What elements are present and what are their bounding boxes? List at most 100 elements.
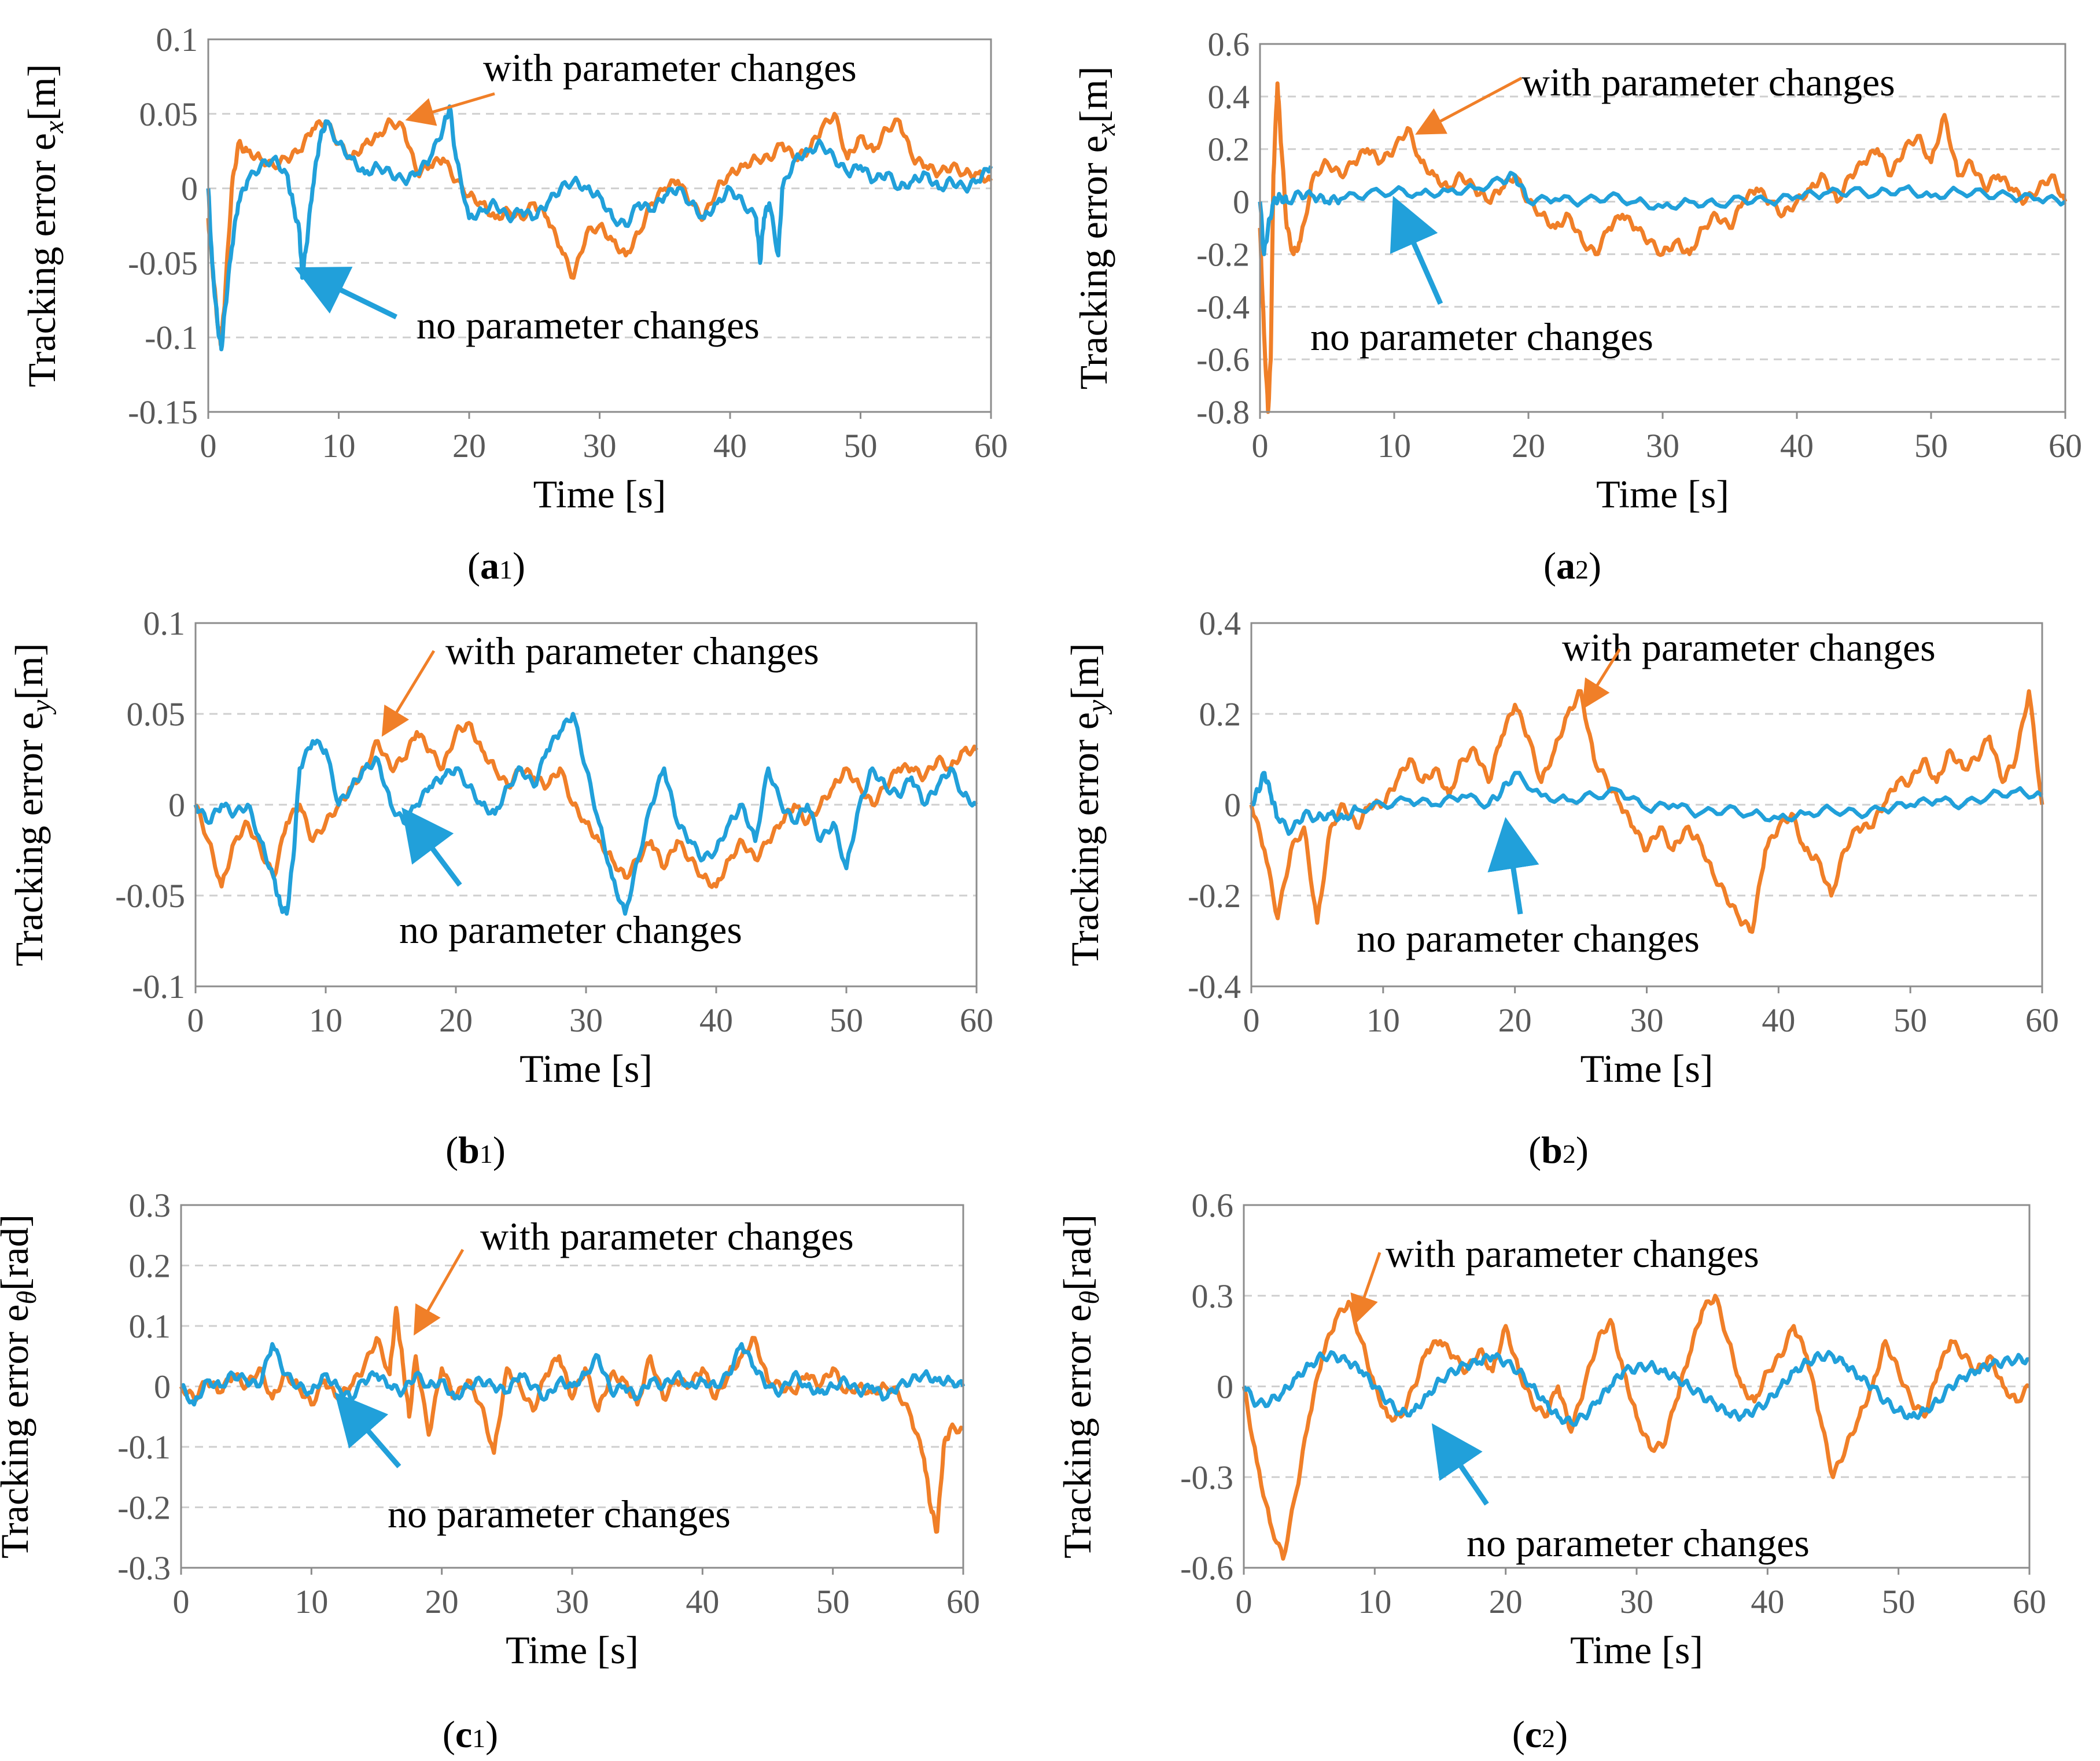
panel-open: ( (445, 1129, 458, 1171)
y-tick-label-c1-4: -0.1 (117, 1428, 171, 1466)
y-axis-title-b1: Tracking error ey[m] (7, 643, 57, 967)
y-axis-title-b2: Tracking error ey[m] (1063, 643, 1112, 967)
arrow-no-b2 (1487, 817, 1539, 915)
x-tick-label-a2-1: 10 (1377, 427, 1411, 465)
y-tick-label-c1-6: -0.3 (117, 1549, 171, 1587)
y-tick-label-a1-5: -0.15 (128, 393, 198, 431)
y-tick-label-c1-2: 0.1 (129, 1307, 171, 1345)
annotation-with-a2: with parameter changes (1521, 60, 1895, 104)
x-tick-label-a1-6: 60 (974, 427, 1008, 465)
annotation-with-b1: with parameter changes (445, 629, 819, 673)
chart-c2: 0 10 20 30 40 50 60 0.6 0.3 0 -0.3 -0.6 Time [s] Trac… (1055, 1187, 2046, 1756)
y-tick-label-a1-3: -0.05 (128, 244, 198, 282)
x-axis-title-c2: Time [s] (1570, 1628, 1703, 1672)
y-axis-title-c2: Tracking error eθ[rad] (1055, 1214, 1105, 1559)
y-tick-label-b2-3: -0.2 (1188, 877, 1241, 915)
y-title-main: Tracking error e (1063, 712, 1107, 966)
y-tick-label-c1-5: -0.2 (117, 1489, 171, 1527)
panel-open: ( (1543, 545, 1556, 587)
x-tick-label-b2-1: 10 (1366, 1001, 1400, 1039)
x-tick-label-b1-0: 0 (187, 1001, 204, 1039)
annotation-with-b2: with parameter changes (1562, 625, 1936, 669)
panel-open: ( (1512, 1714, 1525, 1756)
y-tick-label-a2-1: 0.4 (1208, 78, 1250, 116)
y-tick-label-c2-3: -0.3 (1180, 1458, 1233, 1496)
panel-sub: 1 (472, 1723, 485, 1753)
x-axis-title-a1: Time [s] (533, 472, 666, 516)
x-tick-label-b1-2: 20 (439, 1001, 473, 1039)
y-tick-label-b1-2: 0 (168, 786, 185, 824)
y-tick-label-b1-4: -0.1 (132, 968, 185, 1005)
line-no-parameter-changes-c1 (180, 1342, 966, 1407)
x-tick-label-a2-2: 20 (1512, 427, 1545, 465)
line-with-parameter-changes-a1 (206, 112, 993, 347)
x-axis-title-b1: Time [s] (520, 1047, 653, 1091)
line-with-parameter-changes-a2 (1258, 81, 2068, 414)
annotation-no-a2: no parameter changes (1310, 315, 1653, 359)
y-tick-label-c2-4: -0.6 (1180, 1549, 1233, 1587)
chart-a2: 0 10 20 30 40 50 60 0.6 0.4 0.2 0 -0.2 -0.4 -0.6 -0.8 T… (1071, 25, 2082, 587)
panel-letter: b (458, 1129, 480, 1171)
line-no-parameter-changes-a2 (1258, 171, 2066, 256)
y-tick-label-b1-0: 0.1 (143, 605, 186, 642)
panel-label-b1: (b1) (445, 1129, 506, 1171)
line-no-parameter-changes-b1 (193, 712, 978, 916)
panel-close: ) (1576, 1129, 1589, 1171)
panel-close: ) (1589, 545, 1601, 587)
panel-label-c1: (c1) (443, 1714, 498, 1756)
line-with-parameter-changes-b1 (194, 721, 979, 889)
x-tick-label-c1-1: 10 (294, 1583, 328, 1620)
x-tick-label-b2-2: 20 (1498, 1001, 1532, 1039)
arrow-no-c1 (334, 1392, 401, 1468)
arrow-no-a1 (294, 267, 397, 320)
x-tick-label-c2-3: 30 (1620, 1583, 1653, 1620)
line-no-parameter-changes-a1 (206, 104, 993, 352)
arrow-no-b1 (401, 807, 462, 887)
y-tick-label-c1-3: 0 (154, 1368, 171, 1406)
y-title-sub: θ (12, 1291, 42, 1305)
x-tick-label-a1-5: 50 (844, 427, 878, 465)
y-tick-label-b1-3: -0.05 (115, 877, 185, 915)
y-title-unit: [m] (1063, 643, 1107, 700)
arrow-with-b1 (381, 650, 436, 737)
x-tick-label-a1-2: 20 (452, 427, 486, 465)
x-tick-label-a2-3: 30 (1646, 427, 1679, 465)
panel-open: ( (1528, 1129, 1541, 1171)
x-tick-label-b1-5: 50 (830, 1001, 863, 1039)
panel-close: ) (1555, 1714, 1568, 1756)
x-tick-label-a2-0: 0 (1252, 427, 1269, 465)
panel-letter: c (455, 1714, 472, 1756)
x-tick-label-a1-4: 40 (713, 427, 747, 465)
x-tick-label-a2-5: 50 (1914, 427, 1948, 465)
x-tick-label-a1-0: 0 (200, 427, 217, 465)
annotation-with-c1: with parameter changes (480, 1214, 854, 1258)
y-title-main: Tracking error e (0, 1305, 36, 1559)
y-title-sub: y (1082, 699, 1112, 715)
panel-label-b2: (b2) (1528, 1129, 1589, 1171)
arrow-no-c2 (1431, 1423, 1489, 1506)
line-no-parameter-changes-c2 (1242, 1350, 2030, 1427)
x-tick-label-c2-5: 50 (1882, 1583, 1915, 1620)
x-tick-label-c1-6: 60 (946, 1583, 980, 1620)
y-tick-label-a1-2: 0 (181, 170, 198, 208)
y-axis-title-c1: Tracking error eθ[rad] (0, 1214, 42, 1559)
y-tick-label-b2-4: -0.4 (1188, 968, 1241, 1005)
x-tick-label-c2-6: 60 (2013, 1583, 2046, 1620)
arrow-with-c1 (414, 1248, 465, 1336)
annotation-no-b1: no parameter changes (399, 908, 742, 952)
y-title-sub: x (39, 121, 69, 134)
y-axis-title-a2: Tracking error ex[m] (1071, 67, 1121, 390)
arrow-with-b2 (1582, 648, 1622, 710)
y-tick-label-b2-2: 0 (1224, 786, 1241, 824)
y-title-sub: x (1090, 123, 1121, 136)
chart-b1: 0 10 20 30 40 50 60 0.1 0.05 0 -0.05 -0.1 Time [s] Tr… (7, 605, 993, 1171)
x-tick-label-b2-3: 30 (1630, 1001, 1664, 1039)
y-title-unit: [m] (20, 64, 64, 121)
x-tick-label-c2-0: 0 (1236, 1583, 1252, 1620)
x-tick-label-b1-1: 10 (309, 1001, 342, 1039)
x-tick-label-b1-3: 30 (569, 1001, 603, 1039)
x-tick-label-c1-3: 30 (555, 1583, 589, 1620)
x-tick-label-b2-6: 60 (2025, 1001, 2059, 1039)
annotation-no-c2: no parameter changes (1467, 1521, 1810, 1565)
y-tick-label-a2-7: -0.8 (1196, 393, 1250, 431)
